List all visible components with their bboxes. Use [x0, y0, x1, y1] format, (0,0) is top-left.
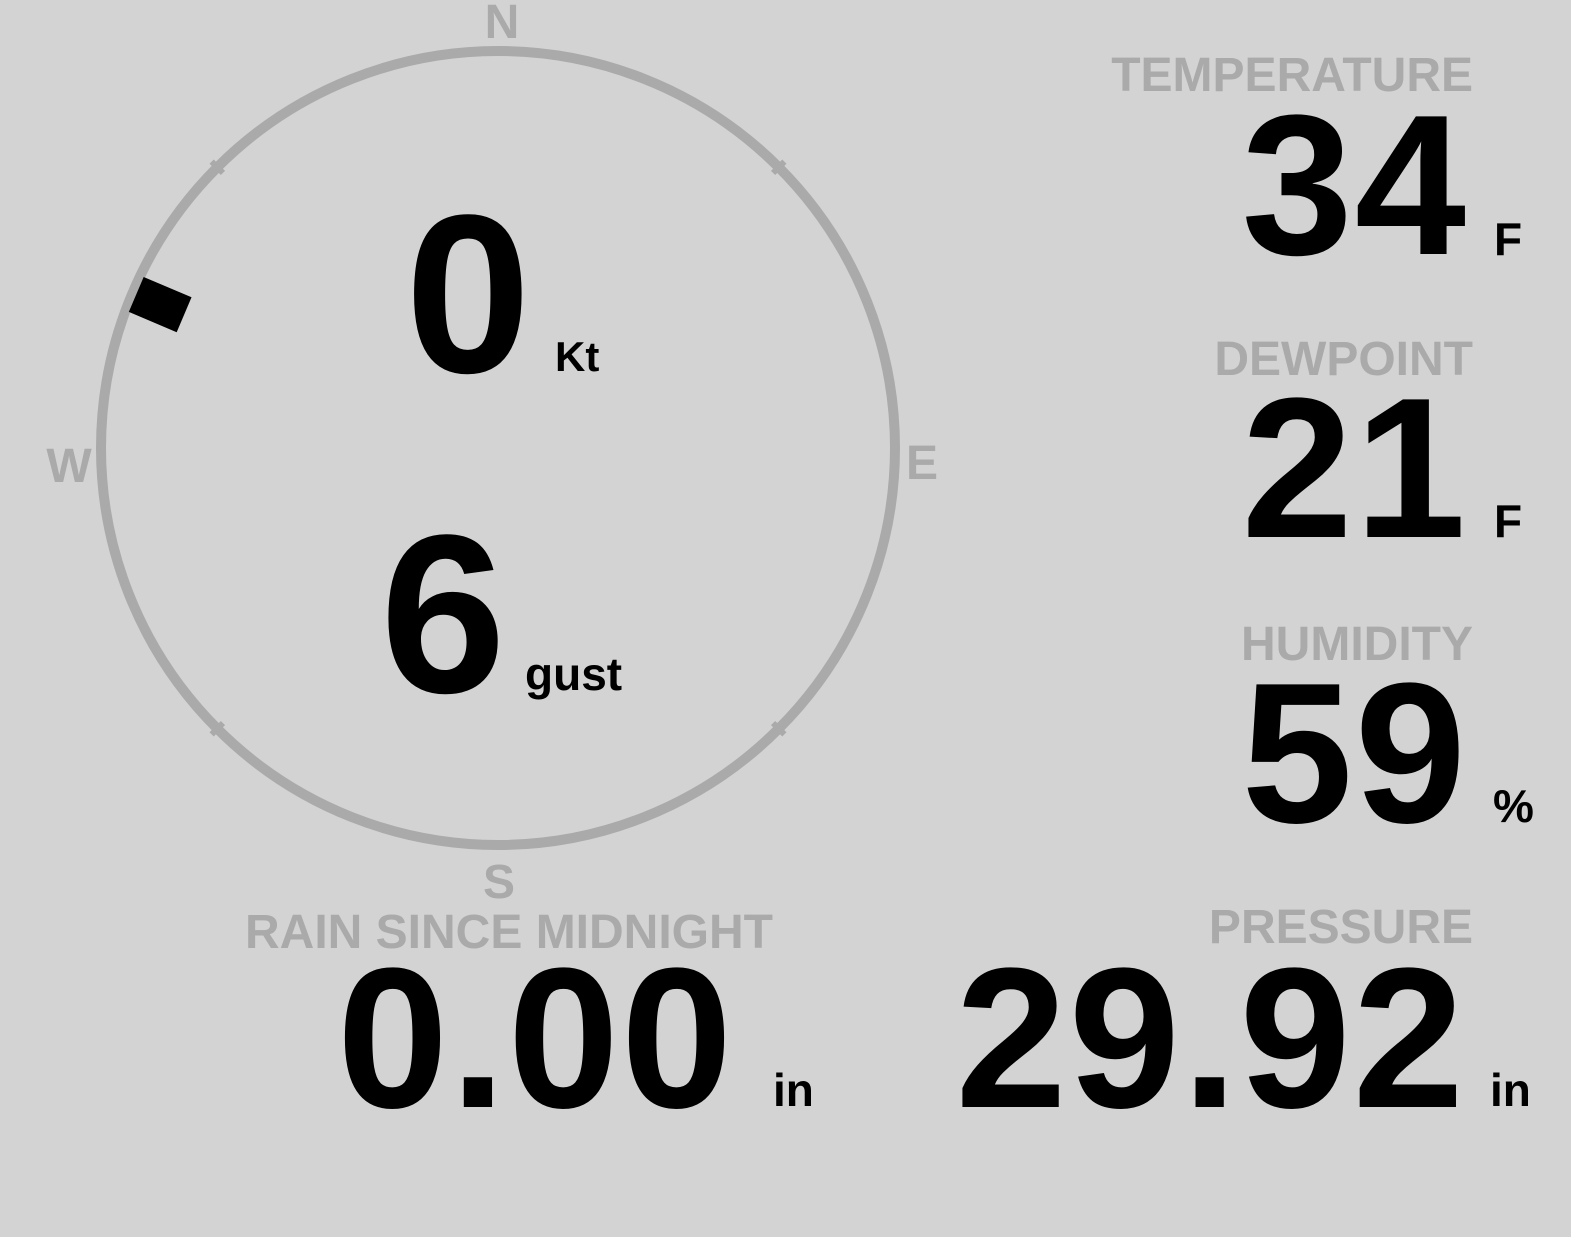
pressure-unit: in	[1490, 1064, 1531, 1116]
compass-tick	[770, 720, 787, 737]
rain-unit: in	[773, 1064, 814, 1116]
compass-south: S	[482, 856, 516, 909]
dewpoint-value: 21	[1241, 357, 1468, 580]
wind-speed-value: 0	[405, 167, 533, 420]
compass-tick	[209, 720, 226, 737]
humidity-label: HUMIDITY	[1241, 618, 1473, 671]
pressure-value: 29.92	[955, 927, 1466, 1150]
temperature-unit: F	[1494, 213, 1523, 265]
compass-tick	[209, 159, 226, 176]
dewpoint-unit: F	[1494, 495, 1523, 547]
temperature-value: 34	[1241, 74, 1468, 297]
rain-label: RAIN SINCE MIDNIGHT	[245, 906, 773, 959]
compass-east: E	[905, 437, 939, 490]
compass-ring	[96, 46, 900, 850]
wind-speed-unit: Kt	[555, 333, 600, 380]
compass-tick	[770, 159, 787, 176]
compass-west: W	[46, 440, 92, 493]
wind-gust-value: 6	[380, 487, 508, 740]
humidity-unit: %	[1493, 780, 1534, 832]
pressure-label: PRESSURE	[1208, 901, 1473, 954]
wind-gust-unit: gust	[525, 648, 623, 700]
temperature-label: TEMPERATURE	[1111, 49, 1473, 102]
rain-value: 0.00	[337, 927, 735, 1150]
dewpoint-label: DEWPOINT	[1214, 333, 1473, 386]
compass-north: N	[484, 0, 520, 49]
humidity-value: 59	[1241, 642, 1468, 865]
wind-direction-marker	[128, 276, 192, 333]
